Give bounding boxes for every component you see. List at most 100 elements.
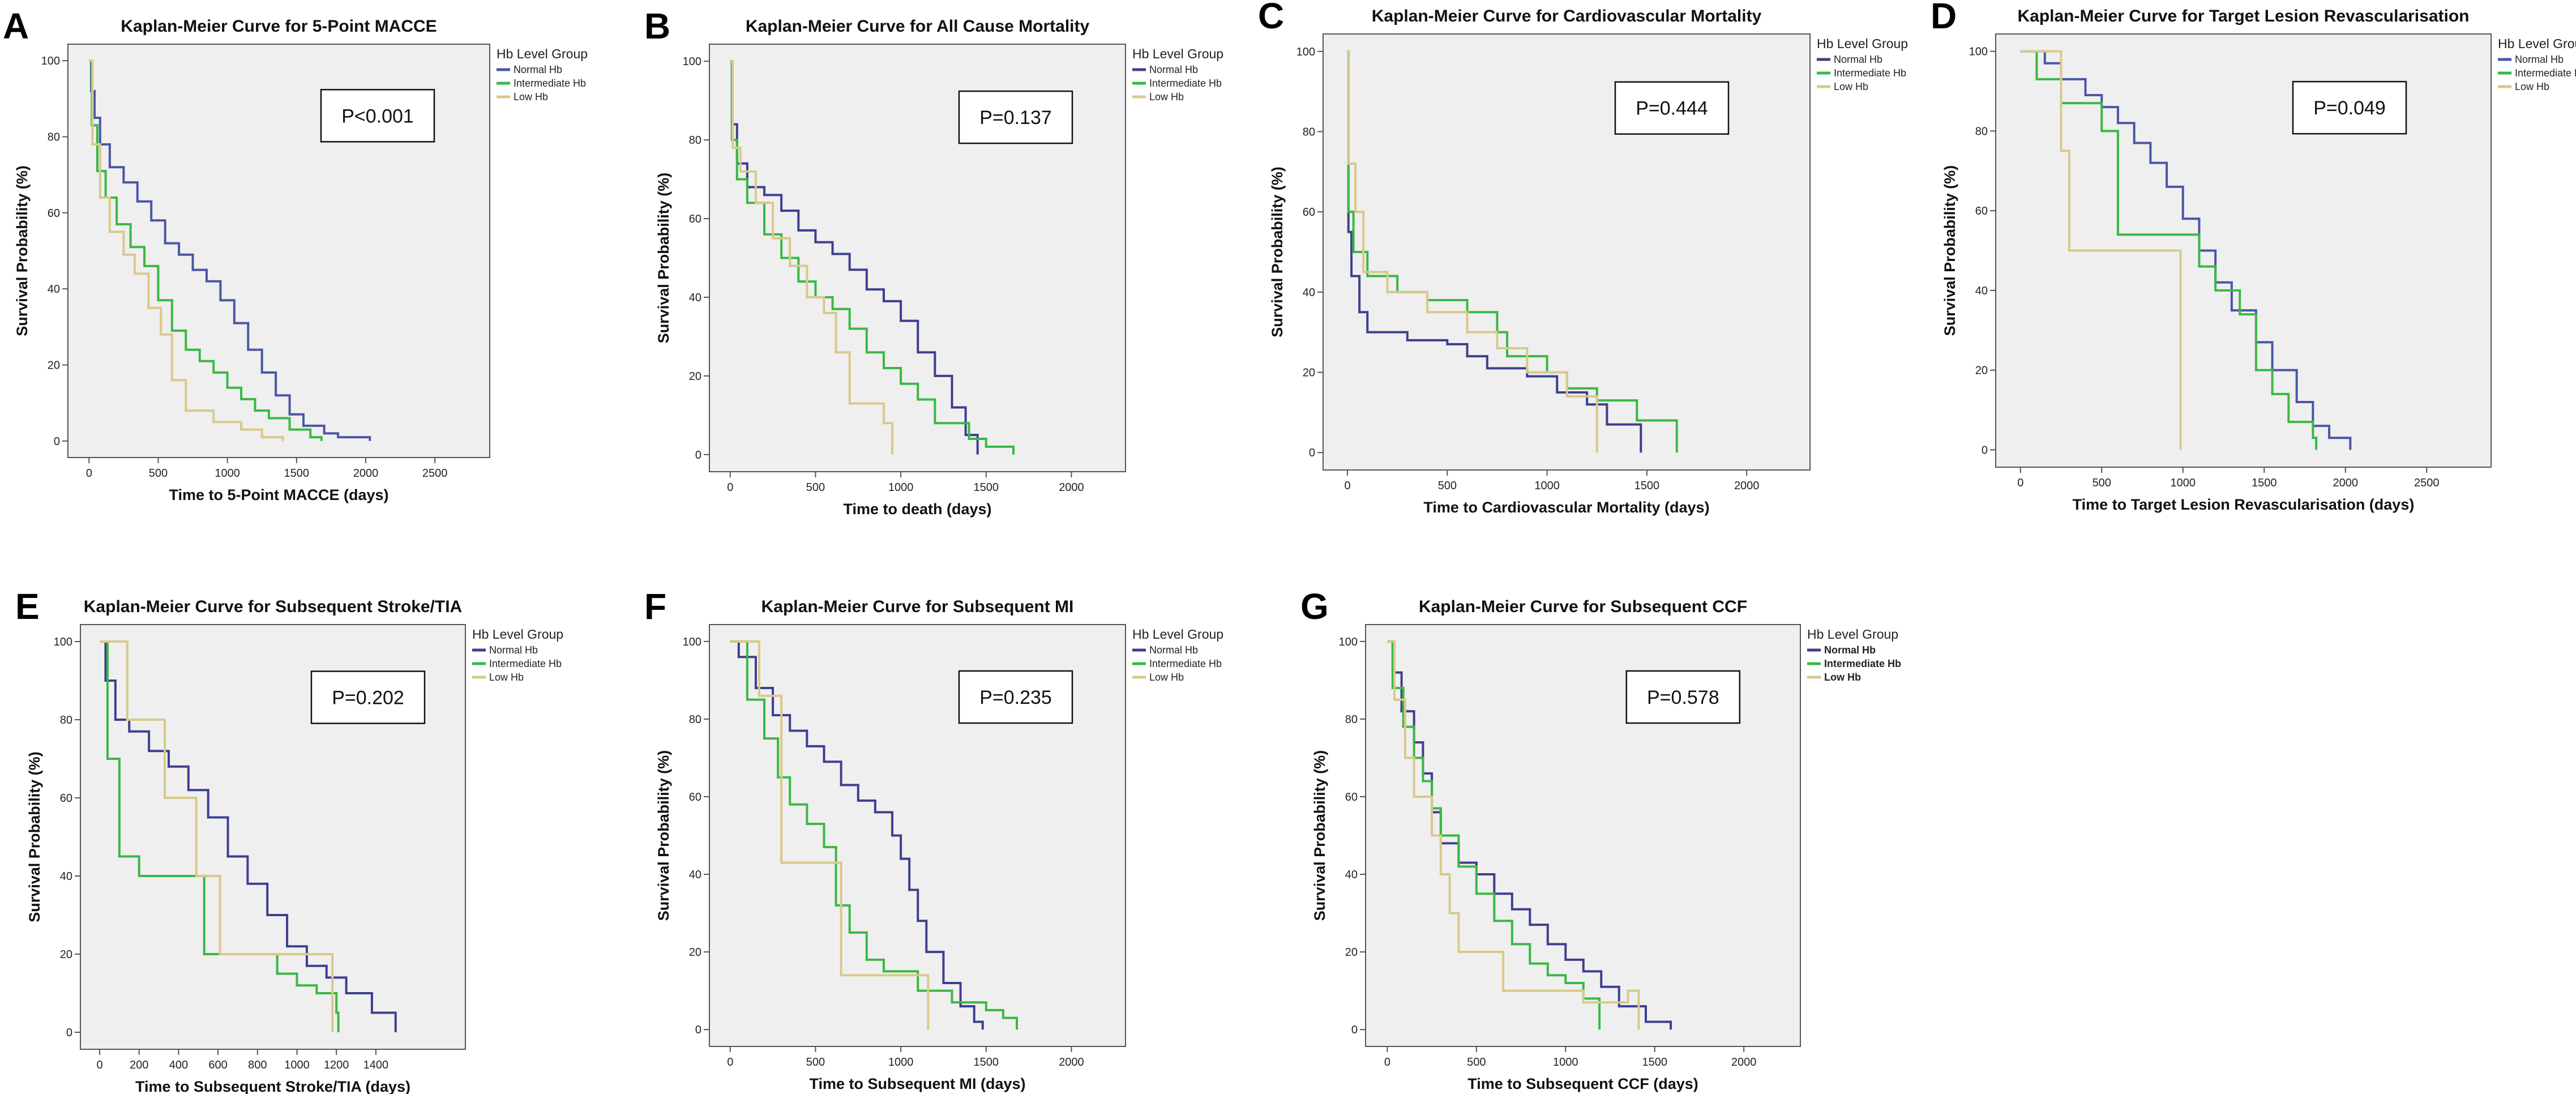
x-tick-label: 0 — [1384, 1056, 1390, 1069]
y-tick-label: 40 — [689, 869, 701, 881]
x-tick-label: 1500 — [1642, 1056, 1667, 1069]
x-tick-label: 1000 — [215, 467, 240, 480]
series-line-intermediate-hb — [730, 60, 1015, 455]
x-tick-label: 1500 — [1634, 480, 1660, 492]
chart-title: Kaplan-Meier Curve for All Cause Mortali… — [746, 17, 1090, 36]
y-tick-label: 100 — [41, 55, 60, 67]
y-tick-label: 60 — [689, 791, 701, 804]
legend-entry: Low Hb — [2515, 81, 2549, 92]
x-tick-label: 1400 — [363, 1059, 389, 1071]
x-axis-title: Time to Subsequent MI (days) — [809, 1075, 1025, 1092]
y-tick-label: 20 — [60, 948, 72, 961]
y-axis-title: Survival Probability (%) — [1311, 750, 1328, 921]
legend-entry: Low Hb — [1824, 672, 1861, 683]
legend-entry: Intermediate Hb — [489, 658, 562, 669]
x-tick-label: 0 — [727, 481, 733, 494]
p-value: P=0.235 — [979, 687, 1052, 708]
legend-title: Hb Level Group — [1807, 627, 1898, 642]
y-tick-label: 60 — [689, 213, 701, 225]
p-value: P=0.444 — [1636, 98, 1708, 119]
series-line-low-hb — [89, 59, 284, 441]
x-tick-label: 1500 — [284, 467, 310, 480]
y-tick-label: 40 — [1975, 285, 1988, 297]
x-axis-title: Time to Cardiovascular Mortality (days) — [1423, 499, 1709, 516]
x-tick-label: 2000 — [1734, 480, 1760, 492]
series-line-normal-hb — [2020, 50, 2352, 450]
x-tick-label: 2000 — [2333, 477, 2359, 489]
panel-letter: B — [644, 6, 670, 46]
y-tick-label: 40 — [1303, 287, 1315, 299]
x-tick-label: 500 — [806, 1056, 825, 1069]
y-axis-title: Survival Probability (%) — [1269, 166, 1286, 337]
x-tick-label: 200 — [130, 1059, 148, 1071]
panel-letter: E — [15, 586, 40, 627]
legend-entry: Intermediate Hb — [1149, 78, 1222, 89]
chart-title: Kaplan-Meier Curve for Cardiovascular Mo… — [1372, 7, 1762, 25]
y-axis-title: Survival Probability (%) — [1941, 165, 1958, 336]
legend-entry: Intermediate Hb — [514, 78, 586, 89]
y-tick-label: 40 — [689, 292, 701, 304]
y-axis-title: Survival Probability (%) — [655, 750, 672, 921]
legend-title: Hb Level Group — [497, 46, 588, 61]
legend-entry: Normal Hb — [514, 64, 562, 75]
x-tick-label: 1000 — [1553, 1056, 1578, 1069]
series-line-intermediate-hb — [730, 640, 1019, 1030]
legend-entry: Normal Hb — [1824, 644, 1876, 656]
y-tick-label: 0 — [1982, 444, 1988, 456]
y-tick-label: 40 — [48, 283, 60, 296]
y-tick-label: 80 — [1303, 126, 1315, 138]
y-tick-label: 100 — [54, 636, 72, 648]
p-value-box — [310, 670, 426, 724]
x-tick-label: 2500 — [2414, 477, 2440, 489]
y-tick-label: 80 — [1345, 713, 1358, 726]
x-tick-label: 2000 — [1731, 1056, 1757, 1069]
x-tick-label: 400 — [169, 1059, 188, 1071]
x-tick-label: 0 — [1344, 480, 1350, 492]
chart-title: Kaplan-Meier Curve for Subsequent MI — [761, 597, 1074, 616]
legend-entry: Normal Hb — [2515, 54, 2564, 65]
panel-g: G Kaplan-Meier Curve for Subsequent CCF 0 2… — [1300, 586, 1901, 1092]
series-line-low-hb — [730, 60, 894, 455]
legend-title: Hb Level Group — [1817, 36, 1908, 51]
x-tick-label: 1000 — [888, 481, 914, 494]
panel-b: B Kaplan-Meier Curve for All Cause Mortal… — [644, 6, 1223, 518]
x-tick-label: 500 — [1467, 1056, 1486, 1069]
legend-entry: Low Hb — [1149, 91, 1184, 102]
y-tick-label: 100 — [1296, 46, 1315, 58]
legend-title: Hb Level Group — [2498, 36, 2576, 51]
x-tick-label: 500 — [1438, 480, 1457, 492]
x-tick-label: 0 — [96, 1059, 102, 1071]
y-tick-label: 60 — [1975, 205, 1988, 217]
panel-c: C Kaplan-Meier Curve for Cardiovascular M… — [1258, 0, 1908, 516]
x-tick-label: 0 — [727, 1056, 733, 1069]
y-tick-label: 0 — [66, 1027, 72, 1039]
y-tick-label: 40 — [1345, 869, 1358, 881]
chart-title: Kaplan-Meier Curve for 5-Point MACCE — [121, 17, 437, 36]
y-tick-label: 100 — [1339, 636, 1358, 648]
series-line-low-hb — [100, 640, 334, 1032]
y-tick-label: 100 — [683, 55, 701, 68]
y-tick-label: 0 — [695, 449, 701, 461]
legend-entry: Normal Hb — [1834, 54, 1882, 65]
x-tick-label: 2500 — [422, 467, 448, 480]
series-line-intermediate-hb — [100, 640, 340, 1032]
panel-a: A Kaplan-Meier Curve for 5-Point MACCE 0 20… — [3, 6, 588, 503]
legend-entry: Normal Hb — [489, 644, 538, 656]
x-tick-label: 2000 — [353, 467, 379, 480]
y-tick-label: 100 — [1969, 46, 1988, 58]
y-tick-label: 60 — [1303, 206, 1315, 219]
chart-title: Kaplan-Meier Curve for Subsequent Stroke… — [84, 597, 462, 616]
y-tick-label: 20 — [1303, 367, 1315, 379]
series-line-low-hb — [730, 640, 930, 1030]
y-tick-label: 40 — [60, 870, 72, 883]
p-value-box — [1614, 81, 1730, 135]
series-line-intermediate-hb — [1387, 640, 1601, 1030]
x-tick-label: 800 — [248, 1059, 267, 1071]
x-tick-label: 1000 — [2171, 477, 2196, 489]
p-value-box — [2292, 80, 2407, 135]
panel-e: E Kaplan-Meier Curve for Subsequent Strok… — [15, 586, 563, 1094]
legend-entry: Low Hb — [1834, 81, 1868, 92]
p-value: P=0.202 — [332, 687, 404, 709]
y-tick-label: 20 — [48, 359, 60, 371]
